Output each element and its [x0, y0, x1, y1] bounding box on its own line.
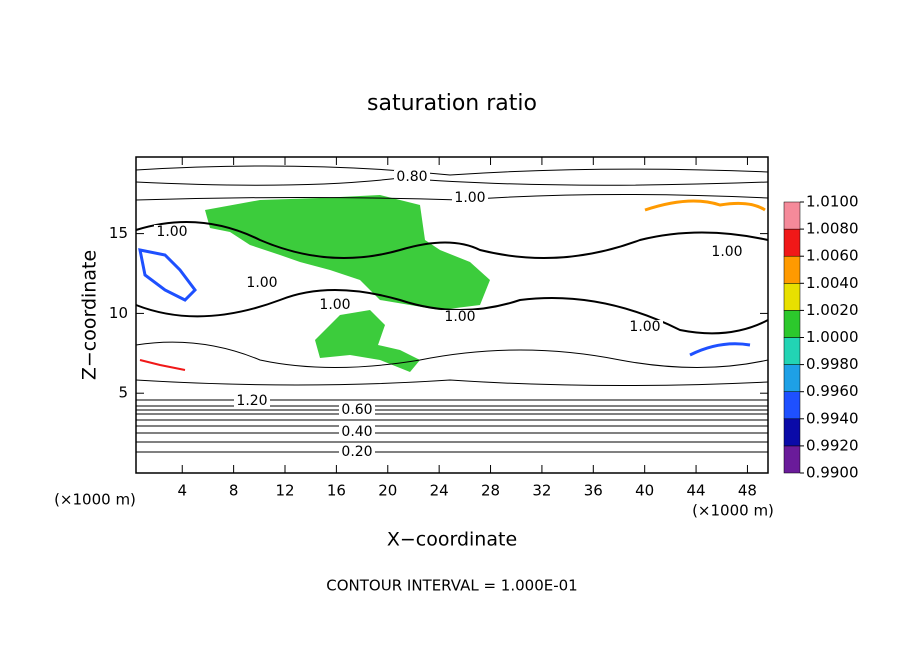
contour-label: 1.00 — [711, 244, 742, 260]
footer: CONTOUR INTERVAL = 1.000E-01 — [326, 577, 577, 595]
colorbar-segment — [783, 201, 801, 230]
contour-label: 1.00 — [319, 297, 350, 313]
contours — [135, 165, 769, 453]
colorbar-segment — [783, 391, 801, 420]
contour-label-bg — [627, 320, 663, 334]
colorbar-tick-label: 0.9980 — [806, 355, 859, 373]
colorbar-tick-label: 1.0040 — [806, 274, 859, 292]
edge — [139, 359, 186, 371]
y-tick-label: 5 — [118, 384, 128, 402]
x-tick-label: 12 — [275, 482, 294, 500]
colorbar-segment — [783, 418, 801, 447]
x-tick-label: 16 — [327, 482, 346, 500]
contour-label: 0.80 — [396, 169, 427, 185]
edge — [689, 342, 751, 357]
colorbar-tick-label: 1.0080 — [806, 220, 859, 238]
contour-label-bg — [339, 425, 375, 439]
contour-label-bg — [452, 191, 488, 205]
subsaturated-edge — [138, 248, 197, 302]
y-tick-label: 10 — [109, 304, 128, 322]
contour-label: 0.20 — [341, 444, 372, 460]
colorbar-segment — [783, 228, 801, 257]
x-unit-label: (×1000 m) — [54, 491, 136, 509]
contour-label: 1.00 — [454, 190, 485, 206]
colorbar-segment — [783, 445, 801, 474]
contour-label-bg — [339, 445, 375, 459]
contour-label-bg — [244, 276, 280, 290]
colorbar-segment — [783, 283, 801, 311]
x-tick-label: 40 — [635, 482, 654, 500]
colorbar-segment — [783, 255, 801, 284]
x-tick-label: 36 — [584, 482, 603, 500]
x-tick-label: 20 — [378, 482, 397, 500]
y-axis-label: Z−coordinate — [79, 250, 101, 380]
colorbar-segment — [783, 337, 801, 365]
contour-label-bg — [442, 310, 478, 324]
contour-label-bg — [394, 170, 430, 184]
colorbar-tick-label: 0.9960 — [806, 382, 859, 400]
contour-label-bg — [709, 245, 745, 259]
field-shading — [138, 195, 766, 372]
y-tick-label: 15 — [109, 224, 128, 242]
contour-label-bg — [339, 403, 375, 417]
x-tick-label: 4 — [177, 482, 187, 500]
x-tick-label: 28 — [481, 482, 500, 500]
contour-label: 0.40 — [341, 424, 372, 440]
supersaturated-region — [205, 195, 490, 310]
contour-label-bg — [317, 298, 353, 312]
contour-label: 0.60 — [341, 402, 372, 418]
x-tick-label: 32 — [532, 482, 551, 500]
colorbar-tick-label: 0.9900 — [806, 464, 859, 482]
contour-label: 1.00 — [629, 319, 660, 335]
chart-title: saturation ratio — [367, 91, 537, 116]
contour-label: 1.20 — [236, 393, 267, 409]
colorbar-tick-label: 0.9940 — [806, 409, 859, 427]
x-tick-label: 44 — [687, 482, 706, 500]
contour-label: 1.00 — [246, 275, 277, 291]
x-unit-label: (×1000 m) — [692, 502, 774, 520]
colorbar-tick-label: 1.0000 — [806, 328, 859, 346]
x-tick-label: 48 — [738, 482, 757, 500]
colorbar-segment — [783, 364, 801, 392]
contour-label: 1.00 — [444, 309, 475, 325]
colorbar-tick-label: 1.0100 — [806, 193, 859, 211]
contour-label: 1.00 — [156, 224, 187, 240]
x-tick-label: 24 — [430, 482, 449, 500]
colorbar-tick-label: 1.0020 — [806, 301, 859, 319]
x-axis-label: X−coordinate — [387, 529, 517, 551]
x-tick-label: 8 — [229, 482, 239, 500]
contour-label-bg — [234, 394, 270, 408]
colorbar-tick-label: 1.0060 — [806, 247, 859, 265]
contour-label-bg — [154, 225, 190, 239]
edge — [644, 199, 766, 212]
colorbar-segment — [783, 310, 801, 338]
colorbar-tick-label: 0.9920 — [806, 436, 859, 454]
plot-frame — [135, 156, 769, 474]
supersaturated-region — [315, 310, 420, 372]
